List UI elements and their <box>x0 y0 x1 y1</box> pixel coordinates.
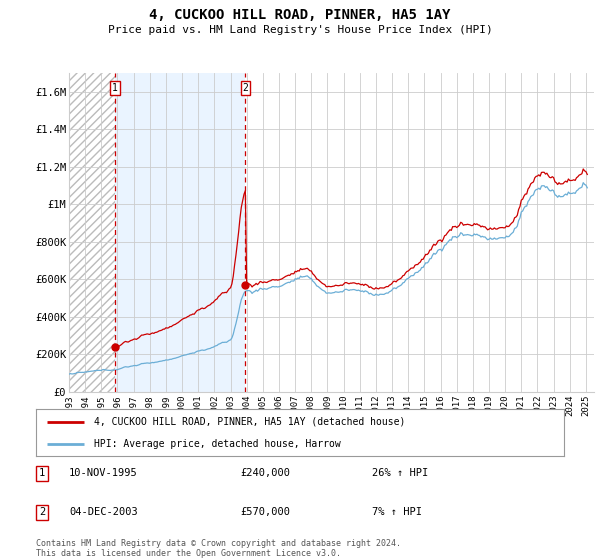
Text: 2: 2 <box>242 83 248 93</box>
Text: 7% ↑ HPI: 7% ↑ HPI <box>372 507 422 517</box>
Bar <box>115 73 245 392</box>
Text: Contains HM Land Registry data © Crown copyright and database right 2024.
This d: Contains HM Land Registry data © Crown c… <box>36 539 401 558</box>
Text: HPI: Average price, detached house, Harrow: HPI: Average price, detached house, Harr… <box>94 438 341 449</box>
Text: £240,000: £240,000 <box>240 468 290 478</box>
Text: 1: 1 <box>112 83 118 93</box>
Text: 26% ↑ HPI: 26% ↑ HPI <box>372 468 428 478</box>
Text: 10-NOV-1995: 10-NOV-1995 <box>69 468 138 478</box>
Text: 4, CUCKOO HILL ROAD, PINNER, HA5 1AY: 4, CUCKOO HILL ROAD, PINNER, HA5 1AY <box>149 8 451 22</box>
Text: 2: 2 <box>39 507 45 517</box>
Text: £570,000: £570,000 <box>240 507 290 517</box>
Text: 04-DEC-2003: 04-DEC-2003 <box>69 507 138 517</box>
Text: 1: 1 <box>39 468 45 478</box>
Text: Price paid vs. HM Land Registry's House Price Index (HPI): Price paid vs. HM Land Registry's House … <box>107 25 493 35</box>
Bar <box>69 73 115 392</box>
Text: 4, CUCKOO HILL ROAD, PINNER, HA5 1AY (detached house): 4, CUCKOO HILL ROAD, PINNER, HA5 1AY (de… <box>94 417 406 427</box>
